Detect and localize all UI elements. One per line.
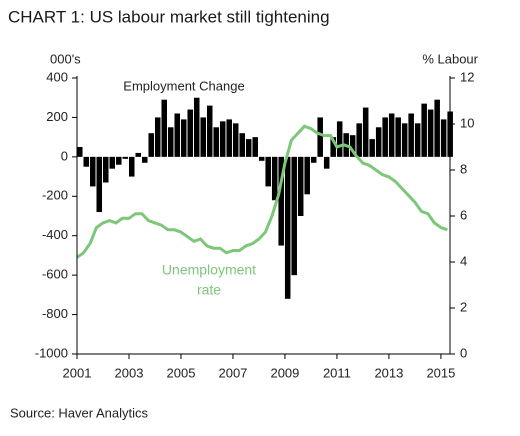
bar xyxy=(395,117,401,157)
y-tick-label: 400 xyxy=(46,69,68,84)
bar xyxy=(382,117,388,157)
y2-tick-label: 6 xyxy=(460,207,467,222)
bar xyxy=(265,156,271,187)
x-tick-label: 2015 xyxy=(426,365,455,380)
x-tick-label: 2011 xyxy=(323,365,351,380)
bar xyxy=(200,117,206,157)
bar xyxy=(96,156,103,213)
bar xyxy=(317,117,323,157)
bar xyxy=(421,103,427,157)
bar xyxy=(102,156,109,183)
x-tick-label: 2009 xyxy=(270,365,299,380)
bar xyxy=(161,99,168,157)
bar xyxy=(291,156,297,276)
y-tick-label: 200 xyxy=(46,109,68,124)
y-tick-label: 0 xyxy=(61,148,68,163)
bar xyxy=(375,127,382,157)
bar xyxy=(219,121,226,157)
y-axis-label: 000's xyxy=(50,51,81,66)
chart-title: CHART 1: US labour market still tighteni… xyxy=(8,7,330,26)
bar xyxy=(330,137,336,157)
bar xyxy=(206,105,213,157)
bar xyxy=(434,99,440,157)
bar xyxy=(174,113,180,157)
annotation: rate xyxy=(197,282,221,298)
bar xyxy=(297,156,304,216)
y2-tick-label: 12 xyxy=(460,69,474,84)
bar xyxy=(232,123,239,157)
y2-tick-label: 4 xyxy=(460,253,467,268)
bar xyxy=(284,156,291,299)
y2-tick-label: 0 xyxy=(460,345,467,360)
y-tick-label: -800 xyxy=(42,306,68,321)
bar xyxy=(141,156,148,163)
line xyxy=(76,124,448,259)
bar xyxy=(258,156,265,161)
bar xyxy=(388,113,395,157)
bar xyxy=(271,156,278,201)
bar xyxy=(356,123,362,157)
bar xyxy=(122,156,129,159)
y-tick-label: -400 xyxy=(42,227,68,242)
bar xyxy=(362,107,369,157)
bar xyxy=(336,121,343,157)
bar xyxy=(213,127,219,157)
x-tick-label: 2001 xyxy=(63,365,92,380)
annotation: Employment Change xyxy=(123,78,244,93)
bar xyxy=(239,133,245,157)
annotation: Unemployment xyxy=(162,262,256,278)
x-tick-label: 2003 xyxy=(115,365,144,380)
bar xyxy=(369,139,375,157)
y2-axis-label: % Labour xyxy=(422,51,478,66)
bar xyxy=(310,156,317,163)
bar xyxy=(226,119,232,157)
bar xyxy=(115,156,122,165)
source: Source: Haver Analytics xyxy=(10,405,149,420)
x-tick-label: 2013 xyxy=(374,365,403,380)
bar xyxy=(187,109,193,157)
bar xyxy=(83,156,90,167)
bar xyxy=(77,147,83,157)
bar xyxy=(440,119,447,157)
y2-tick-label: 2 xyxy=(460,299,467,314)
bar xyxy=(135,152,142,157)
bar xyxy=(323,156,330,169)
x-tick-label: 2007 xyxy=(218,365,247,380)
bar xyxy=(414,123,421,157)
bar xyxy=(180,119,187,157)
y-tick-label: -200 xyxy=(42,188,68,203)
bar xyxy=(109,156,116,169)
bar xyxy=(89,156,96,187)
bar xyxy=(427,109,434,157)
bar xyxy=(401,123,408,157)
bar xyxy=(193,97,200,157)
x-tick-label: 2005 xyxy=(167,365,196,380)
bar xyxy=(252,137,258,157)
y2-tick-label: 8 xyxy=(460,161,467,176)
bar xyxy=(304,156,310,195)
bar xyxy=(349,135,356,157)
bar xyxy=(408,113,414,157)
bar xyxy=(167,127,174,157)
bar xyxy=(128,156,135,177)
y2-tick-label: 10 xyxy=(460,115,474,130)
bar xyxy=(148,133,155,157)
y-tick-label: -1000 xyxy=(35,345,68,360)
bar xyxy=(245,139,252,157)
bar xyxy=(154,117,161,157)
y-tick-label: -600 xyxy=(42,267,68,282)
bar xyxy=(278,156,284,246)
